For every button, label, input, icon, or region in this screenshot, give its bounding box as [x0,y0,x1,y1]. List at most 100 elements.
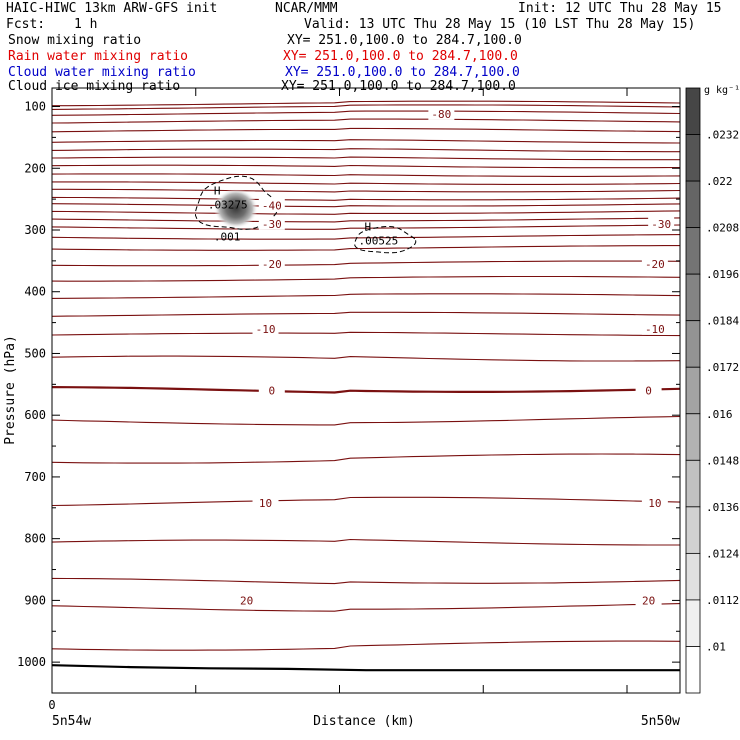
isotherm-label-bg [641,495,668,509]
isotherm-line [51,164,681,169]
isotherm-label-bg [258,198,285,212]
colorbar-segment [685,552,701,601]
isotherm-line [51,148,680,153]
isotherm-line [51,496,681,507]
y-tick-label: 300 [24,223,46,237]
isotherm-line [51,224,681,230]
isotherm-line [51,234,681,240]
y-tick-label: 900 [24,593,46,607]
high-marker: H [214,185,221,198]
isotherm-label-bg [252,495,279,509]
colorbar-segment [685,599,701,647]
field-xy: XY= 251.0,100.0 to 284.7,100.0 [287,33,522,48]
fcst-label: Fcst: [6,17,46,32]
colorbar-tick-label: .022 [706,175,733,188]
chart-title: HAIC-HIWC 13km ARW-GFS init [6,1,218,16]
colorbar-segment [685,227,701,275]
y-tick-label: 200 [24,161,46,175]
isotherm-line [51,203,681,208]
y-tick-label: 700 [24,470,46,484]
isotherm-line [51,110,681,116]
isotherm-line [51,104,681,110]
y-tick-label: 1000 [17,655,46,669]
cloud-ice-contour [195,175,279,230]
isotherm-label-bg [258,383,285,397]
y-tick-label: 400 [24,285,46,299]
field-name: Rain water mixing ratio [8,49,189,64]
isotherm-label: 20 [240,594,253,607]
high-marker: H [365,220,372,233]
isotherm-label: 0 [268,385,275,398]
isotherm-label: -80 [431,108,451,121]
colorbar-tick-label: .0112 [706,594,739,607]
isotherm-line [51,275,681,282]
isotherm-label-bg [641,256,668,270]
y-axis-label: Pressure (hPa) [3,335,18,445]
isotherm-line [51,118,681,124]
isotherm-label: -20 [645,258,665,271]
isotherm-label-bg [641,321,668,335]
isotherm-label: -40 [262,199,282,212]
high-value: .03275 [208,199,248,212]
high-value: .00525 [359,234,399,247]
colorbar-tick-label: .016 [706,408,733,421]
colorbar-tick-label: .0196 [706,268,739,281]
colorbar-segment [685,646,701,694]
field-name: Cloud water mixing ratio [8,65,196,80]
field-xy: XY= 251.0,100.0 to 284.7,100.0 [283,49,518,64]
x-end-label-left: 5n54w [52,714,91,729]
isotherm-line [51,311,681,317]
isotherm-line [51,156,680,161]
colorbar-segment [685,273,701,322]
isotherm-line [51,196,681,201]
isotherm-line [51,640,681,651]
init-time: Init: 12 UTC Thu 28 May 15 [518,1,722,16]
isotherm-line [52,188,681,193]
isotherm-line [51,538,680,546]
isotherm-label: -20 [262,258,282,271]
snow-maximum-shading [213,188,258,229]
y-tick-label: 500 [24,346,46,360]
isotherm-label-bg [428,106,455,120]
contour-value-label: .001 [214,231,241,244]
field-xy: XY= 251.0,100.0 to 284.7,100.0 [285,65,520,80]
colorbar-tick-label: .0184 [706,315,739,328]
colorbar-segment [685,459,701,508]
isotherm-line [51,260,681,267]
y-tick-label: 800 [24,532,46,546]
isotherm-line [51,245,680,251]
isotherm-label: -30 [651,218,671,231]
y-tick-label: 100 [24,100,46,114]
isotherm-line [51,415,681,426]
isotherm-label-bg [648,216,675,230]
colorbar-tick-label: .0172 [706,361,739,374]
isotherm-label: 20 [642,594,655,607]
isotherm-label: -10 [645,323,665,336]
valid-time: Valid: 13 UTC Thu 28 May 15 (10 LST Thu … [304,17,696,32]
isotherm-line [51,453,681,464]
colorbar-tick-label: .0208 [706,222,739,235]
isotherm-label-bg [252,321,279,335]
colorbar-tick-label: .0148 [706,454,739,467]
colorbar-segment [685,180,701,229]
org-label: NCAR/MMM [275,1,338,16]
isotherm-line [51,139,681,144]
colorbar-segment [685,87,701,135]
x-end-label-right: 5n50w [641,714,680,729]
colorbar-tick-label: .01 [706,640,726,653]
isotherm-label: -10 [256,323,276,336]
isotherm-label-bg [233,593,260,607]
isotherm-label: -30 [262,218,282,231]
isotherm-line [51,331,681,337]
colorbar-segment [685,413,701,461]
x-axis-label: Distance (km) [313,714,415,729]
field-name: Snow mixing ratio [8,33,142,48]
isotherm-line [51,127,681,133]
isotherm-label-bg [635,383,662,397]
colorbar-segment [685,134,701,182]
isotherm-line [51,210,681,215]
x-tick-label: 0 [48,698,55,712]
isotherm-line [51,577,681,585]
isotherm-label: 10 [648,497,661,510]
